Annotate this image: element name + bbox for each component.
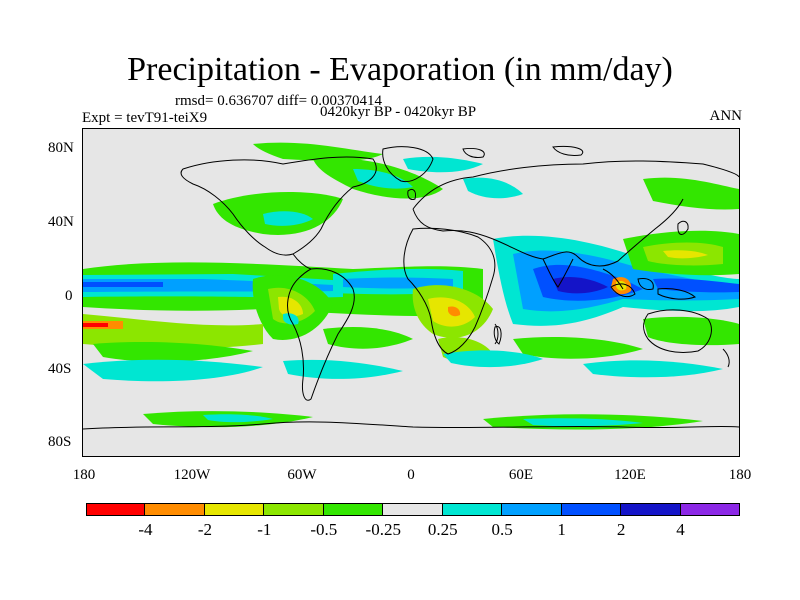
- xtick-180e: 180: [728, 467, 752, 483]
- colorbar-segment: [680, 503, 740, 516]
- map-svg: [83, 129, 739, 456]
- xtick-120w: 120W: [173, 467, 211, 483]
- ytick-80s: 80S: [48, 434, 72, 450]
- colorbar-segment: [264, 503, 324, 516]
- colorbar-segment: [442, 503, 503, 516]
- colorbar-label: 0.25: [427, 520, 458, 539]
- colorbar-segment: [561, 503, 622, 516]
- colorbar-label: -0.5: [310, 520, 338, 539]
- colorbar-label: -1: [257, 520, 272, 539]
- xtick-0: 0: [407, 467, 415, 483]
- season-label: ANN: [709, 108, 743, 124]
- xtick-180w: 180: [72, 467, 96, 483]
- colorbar: [86, 503, 740, 516]
- ytick-0: 0: [65, 288, 73, 304]
- colorbar-label: -4: [138, 520, 153, 539]
- xtick-120e: 120E: [614, 467, 646, 483]
- colorbar-segment: [383, 503, 443, 516]
- colorbar-label: -0.25: [365, 520, 401, 539]
- ytick-40n: 40N: [48, 214, 74, 230]
- colorbar-label: 1: [557, 520, 566, 539]
- coastlines: [83, 146, 739, 430]
- xtick-60w: 60W: [287, 467, 317, 483]
- colorbar-segment: [323, 503, 384, 516]
- map-panel: [82, 128, 740, 457]
- colorbar-label: 2: [616, 520, 626, 539]
- map-title: Precipitation - Evaporation (in mm/day): [127, 51, 673, 88]
- ytick-80n: 80N: [48, 140, 74, 156]
- colorbar-segment: [145, 503, 205, 516]
- period-text: 0420kyr BP - 0420kyr BP: [320, 104, 477, 120]
- colorbar-label: 0.5: [491, 520, 513, 539]
- xtick-60e: 60E: [508, 467, 534, 483]
- stats-text: rmsd= 0.636707 diff= 0.00370414: [175, 93, 383, 109]
- ytick-40s: 40S: [48, 361, 72, 377]
- colorbar-label: 4: [676, 520, 685, 539]
- colorbar-label: -2: [197, 520, 212, 539]
- colorbar-segment: [502, 503, 562, 516]
- colorbar-segment: [86, 503, 146, 516]
- colorbar-segment: [621, 503, 681, 516]
- colorbar-segment: [204, 503, 265, 516]
- experiment-label: Expt = tevT91-teiX9: [82, 110, 208, 126]
